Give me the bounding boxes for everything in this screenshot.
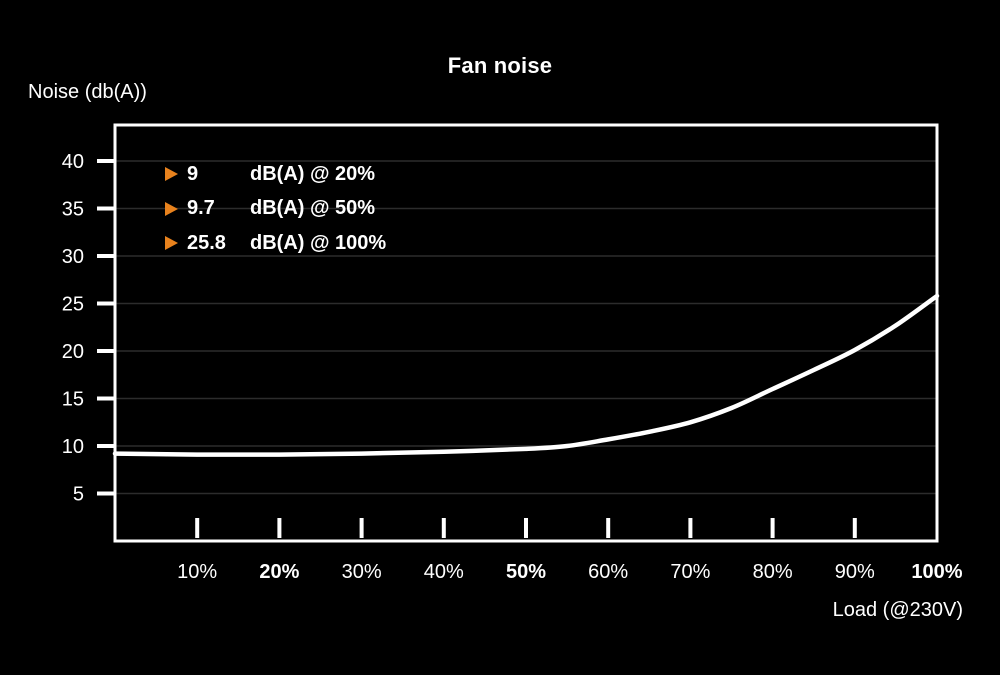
legend-value: 25.8 xyxy=(187,231,226,254)
y-tick-label: 10 xyxy=(62,436,84,458)
x-tick-label: 70% xyxy=(670,561,710,583)
legend-label: dB(A) @ 20% xyxy=(250,162,376,185)
x-axis-tick xyxy=(195,518,200,538)
x-axis-tick xyxy=(770,518,775,538)
noise-curve xyxy=(112,293,940,457)
x-tick-label: 30% xyxy=(342,561,382,583)
x-tick-label: 90% xyxy=(835,561,875,583)
x-axis-tick xyxy=(688,518,693,538)
y-axis-tick xyxy=(97,491,115,496)
y-axis-tick xyxy=(97,349,115,353)
chart-title: Fan noise xyxy=(447,53,553,78)
y-tick-label: 15 xyxy=(62,389,84,411)
x-axis-tick xyxy=(277,518,282,538)
x-tick-label: 50% xyxy=(506,561,546,583)
x-axis-tick xyxy=(606,518,611,538)
x-tick-label: 100% xyxy=(911,561,962,583)
legend-value: 9.7 xyxy=(187,197,215,220)
y-tick-label: 40 xyxy=(62,151,84,173)
y-tick-label: 35 xyxy=(62,199,84,221)
x-tick-label: 20% xyxy=(259,561,299,583)
x-tick-label: 10% xyxy=(177,561,217,583)
x-axis-title: Load (@230V) xyxy=(832,599,963,621)
legend-label: dB(A) @ 50% xyxy=(250,197,376,220)
y-axis-tick xyxy=(97,254,115,258)
y-axis-tick xyxy=(97,444,115,448)
x-axis-tick xyxy=(852,518,857,538)
x-axis-tick xyxy=(359,518,364,538)
x-axis-tick xyxy=(441,518,446,538)
y-axis-tick xyxy=(97,301,115,306)
triangle-right-marker-icon xyxy=(165,201,178,216)
x-tick-label: 40% xyxy=(424,561,464,583)
legend-row: 9.7 dB(A) @ 50% xyxy=(165,192,386,227)
x-tick-label: 80% xyxy=(753,561,793,583)
y-axis-tick xyxy=(97,396,115,401)
y-axis-title: Noise (db(A)) xyxy=(28,81,147,103)
legend-row: 9 dB(A) @ 20% xyxy=(165,157,386,192)
plot-border xyxy=(113,123,939,543)
y-tick-label: 25 xyxy=(62,294,84,316)
y-tick-label: 30 xyxy=(62,246,84,268)
x-tick-label: 60% xyxy=(588,561,628,583)
x-axis-tick xyxy=(524,518,528,538)
y-tick-label: 5 xyxy=(73,484,84,506)
y-axis-tick xyxy=(97,159,115,163)
legend-row: 25.8 dB(A) @ 100% xyxy=(165,226,386,261)
triangle-right-marker-icon xyxy=(165,236,178,251)
y-axis-tick xyxy=(97,206,115,211)
y-tick-label: 20 xyxy=(62,341,84,363)
legend-label: dB(A) @ 100% xyxy=(250,231,387,254)
legend: 9 dB(A) @ 20% 9.7 dB(A) @ 50% 25.8 dB(A) @ 10… xyxy=(165,157,386,261)
legend-value: 9 xyxy=(187,162,199,185)
triangle-right-marker-icon xyxy=(165,167,178,182)
